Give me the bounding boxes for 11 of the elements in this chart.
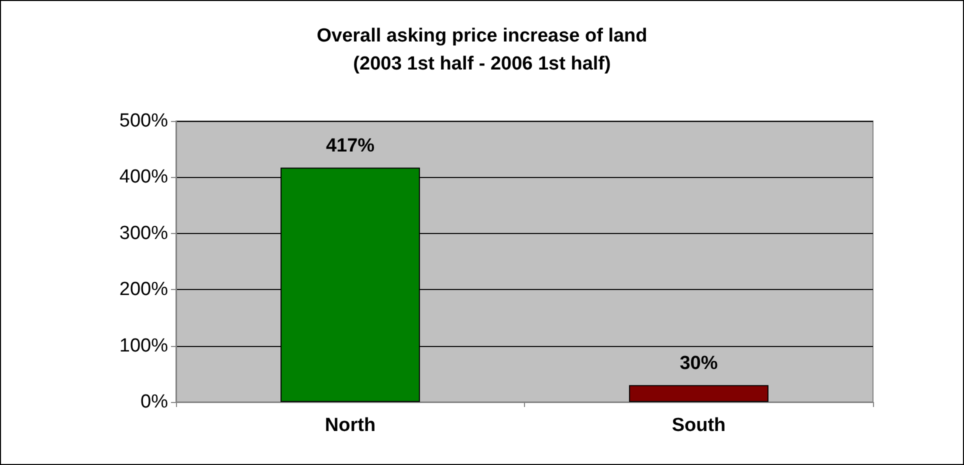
x-tick-label: North xyxy=(324,415,376,436)
data-label: 30% xyxy=(680,353,718,374)
y-tick-label: 400% xyxy=(119,166,168,188)
y-tick-label: 200% xyxy=(119,279,168,300)
y-tick-label: 300% xyxy=(119,222,168,244)
x-tick-label: South xyxy=(672,415,726,436)
y-tick-label: 500% xyxy=(119,110,168,132)
y-tick-label: 100% xyxy=(119,335,168,356)
chart-title: Overall asking price increase of land (2003 1st half - 2006 1st half) xyxy=(316,26,648,74)
data-label: 417% xyxy=(326,136,375,157)
y-tick-label: 0% xyxy=(140,392,168,412)
